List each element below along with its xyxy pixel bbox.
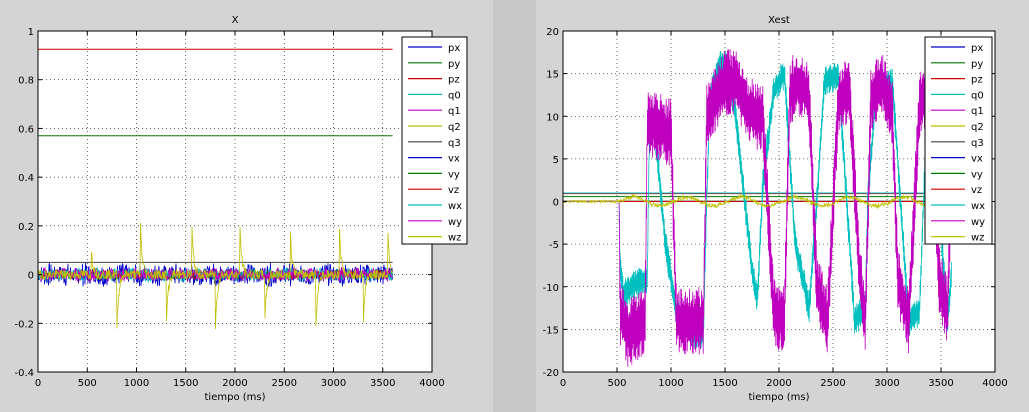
legend-label-vx: vx [448, 154, 460, 165]
legend-label-q3: q3 [448, 138, 461, 149]
series-group [38, 31, 393, 330]
legend: px py pz q0 q1 q2 q3 vx vy vz wx wy wz [401, 36, 468, 245]
legend-label-wz: wz [448, 233, 461, 244]
x-axis-label: tiempo (ms) [749, 392, 810, 403]
x-tick-label: 4000 [419, 378, 444, 389]
chart-title: Xest [768, 15, 790, 26]
x-tick-label: 1000 [658, 378, 683, 389]
legend: px py pz q0 q1 q2 q3 vx vy vz wx wy wz [924, 36, 993, 245]
legend-box [924, 36, 993, 245]
y-tick-label: 1 [28, 27, 34, 38]
y-tick-label: -0.4 [14, 368, 34, 379]
chart-x: 0 500 1000 1500 2000 2500 3000 3500 4000 -0.4 -0.2… [14, 15, 468, 403]
legend-label-py: py [448, 59, 460, 70]
legend-label-vz: vz [448, 185, 459, 196]
chart-xest: 0 500 1000 1500 2000 2500 3000 3500 4000 -20 -15 -1… [543, 15, 1008, 403]
series-wz [38, 222, 393, 330]
series-group [563, 49, 952, 367]
legend-label-q1: q1 [448, 106, 461, 117]
x-tick-label: 500 [78, 378, 97, 389]
x-tick-label: 3000 [321, 378, 346, 389]
series-wx [563, 50, 952, 349]
legend-label-pz: pz [971, 75, 983, 86]
x-tick-label: 3000 [874, 378, 899, 389]
x-tick-label: 500 [607, 378, 626, 389]
y-tick-label: 0.2 [18, 222, 34, 233]
x-tick-label: 2000 [222, 378, 247, 389]
legend-label-wx: wx [448, 201, 462, 212]
legend-label-wx: wx [971, 201, 985, 212]
legend-label-wy: wy [971, 217, 985, 228]
y-tick-label: 0 [28, 271, 34, 282]
y-tick-label: 15 [546, 70, 559, 81]
legend-label-wy: wy [448, 217, 462, 228]
legend-label-q1: q1 [971, 106, 984, 117]
x-tick-label: 1000 [124, 378, 149, 389]
x-tick-label: 2500 [820, 378, 845, 389]
legend-box [401, 36, 468, 245]
legend-label-px: px [971, 43, 983, 54]
legend-label-py: py [971, 59, 983, 70]
plot-area [38, 31, 432, 372]
y-tick-label: 20 [546, 27, 559, 38]
x-axis-label: tiempo (ms) [205, 392, 266, 403]
x-tick-label: 3500 [370, 378, 395, 389]
chart-title: X [232, 15, 239, 26]
legend-label-vx: vx [971, 154, 983, 165]
legend-label-q2: q2 [448, 122, 461, 133]
y-tick-label: 5 [553, 155, 559, 166]
legend-label-q0: q0 [971, 90, 984, 101]
x-tick-label: 2500 [272, 378, 297, 389]
y-tick-label: 0.8 [18, 76, 34, 87]
legend-label-q3: q3 [971, 138, 984, 149]
x-tick-label: 1500 [712, 378, 737, 389]
y-tick-label: -20 [543, 368, 559, 379]
y-tick-label: -10 [543, 283, 559, 294]
y-tick-label: -0.2 [14, 319, 34, 330]
legend-label-px: px [448, 43, 460, 54]
legend-label-vy: vy [448, 169, 460, 180]
legend-label-wz: wz [971, 233, 984, 244]
y-tick-label: 10 [546, 112, 559, 123]
legend-label-pz: pz [448, 75, 460, 86]
x-tick-label: 0 [560, 378, 566, 389]
x-tick-label: 2000 [766, 378, 791, 389]
legend-label-q0: q0 [448, 90, 461, 101]
x-tick-label: 4000 [982, 378, 1007, 389]
legend-label-q2: q2 [971, 122, 984, 133]
y-tick-label: 0.6 [18, 124, 34, 135]
y-tick-label: -15 [543, 325, 559, 336]
legend-label-vz: vz [971, 185, 982, 196]
series-wz [563, 193, 952, 210]
x-tick-label: 0 [35, 378, 41, 389]
y-tick-label: -5 [549, 240, 559, 251]
y-tick-label: 0.4 [18, 173, 34, 184]
y-tick-label: 0 [553, 198, 559, 209]
x-tick-label: 1500 [173, 378, 198, 389]
series-wy [563, 49, 952, 367]
legend-label-vy: vy [971, 169, 983, 180]
x-tick-label: 3500 [928, 378, 953, 389]
